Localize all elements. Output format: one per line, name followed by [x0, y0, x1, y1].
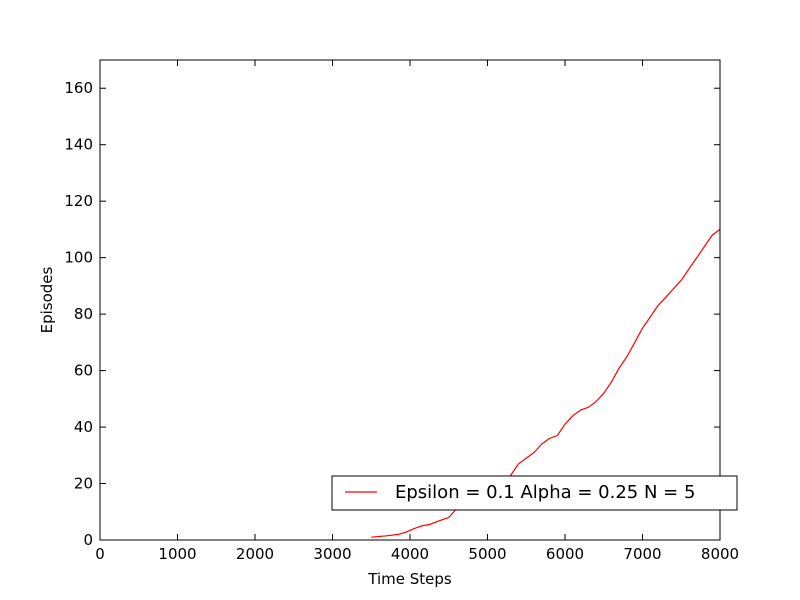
legend-label: Epsilon = 0.1 Alpha = 0.25 N = 5	[395, 482, 695, 503]
x-tick-label: 2000	[236, 545, 274, 563]
legend: Epsilon = 0.1 Alpha = 0.25 N = 5	[331, 475, 738, 511]
y-tick-label: 100	[64, 249, 93, 267]
plot-frame	[99, 59, 721, 541]
x-tick-label: 0	[95, 545, 105, 563]
y-tick-label: 40	[74, 418, 93, 436]
y-tick-label: 120	[64, 192, 93, 210]
x-tick-label: 6000	[546, 545, 584, 563]
x-tick-label: 3000	[313, 545, 351, 563]
x-tick-label: 4000	[391, 545, 429, 563]
x-axis-label: Time Steps	[367, 570, 452, 588]
y-tick-label: 60	[74, 362, 93, 380]
series-lines	[371, 228, 721, 538]
series-line-0	[371, 228, 721, 538]
x-tick-label: 1000	[158, 545, 196, 563]
y-axis-label: Episodes	[38, 266, 56, 333]
axis-ticks	[99, 60, 721, 541]
tick-labels: 0 1000 2000 3000 4000 5000 6000 7000 8000 0 20 40 60…	[64, 79, 739, 563]
x-tick-label: 5000	[468, 545, 506, 563]
legend-box	[331, 475, 738, 511]
x-tick-label: 7000	[623, 545, 661, 563]
y-tick-label: 0	[83, 531, 93, 549]
y-tick-label: 20	[74, 475, 93, 493]
y-tick-label: 80	[74, 305, 93, 323]
y-tick-label: 140	[64, 136, 93, 154]
x-tick-label: 8000	[701, 545, 739, 563]
y-tick-label: 160	[64, 79, 93, 97]
